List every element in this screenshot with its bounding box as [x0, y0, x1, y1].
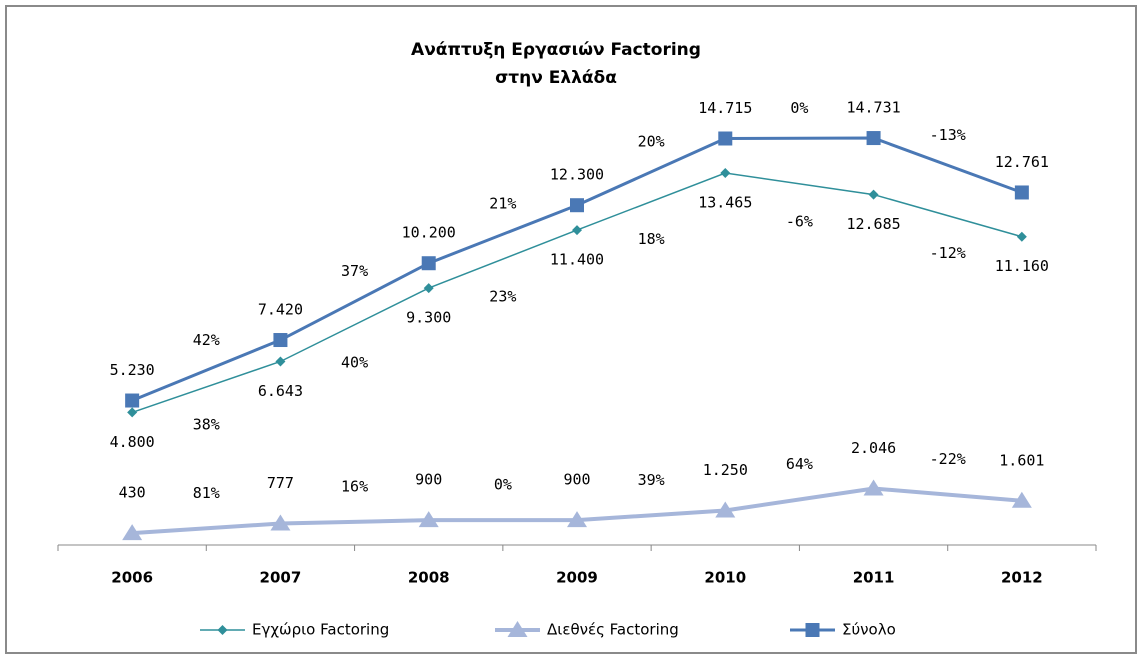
- data-label: 430: [119, 484, 146, 502]
- data-label: 1.601: [999, 451, 1044, 469]
- change-label: 81%: [193, 484, 220, 502]
- data-label: 900: [563, 471, 590, 489]
- data-point: [270, 514, 291, 531]
- change-label: 0%: [494, 476, 512, 494]
- data-label: 900: [415, 471, 442, 489]
- change-label: 18%: [638, 230, 665, 248]
- data-label: 5.230: [110, 361, 155, 379]
- chart-title: στην Ελλάδα: [495, 68, 617, 88]
- change-label: 16%: [341, 477, 368, 495]
- data-point: [1011, 491, 1032, 508]
- change-label: 42%: [193, 331, 220, 349]
- change-label: 39%: [638, 471, 665, 489]
- data-point: [418, 511, 439, 528]
- legend-label: Σύνολο: [842, 621, 896, 639]
- data-point: [421, 256, 436, 271]
- data-point: [1014, 185, 1029, 200]
- data-point: [863, 479, 884, 496]
- change-label: -13%: [930, 126, 966, 144]
- legend-marker: [217, 625, 228, 635]
- chart-frame: [5, 5, 1137, 654]
- data-label: 7.420: [258, 301, 303, 319]
- data-point: [567, 511, 587, 528]
- data-point: [127, 407, 138, 418]
- data-label: 12.300: [550, 166, 604, 184]
- data-label: 9.300: [406, 309, 451, 327]
- data-label: 12.685: [846, 215, 900, 233]
- data-point: [125, 393, 140, 408]
- data-label: 1.250: [703, 461, 748, 479]
- data-point: [718, 131, 733, 146]
- data-label: 11.400: [550, 251, 604, 269]
- x-tick-label: 2008: [408, 569, 450, 587]
- change-label: 20%: [638, 132, 665, 150]
- chart-title: Ανάπτυξη Εργασιών Factoring: [411, 40, 701, 60]
- data-label: 10.200: [402, 224, 456, 242]
- data-label: 14.731: [846, 99, 900, 117]
- data-point: [1016, 231, 1027, 242]
- legend-marker: [805, 623, 820, 637]
- x-tick-label: 2011: [853, 569, 895, 587]
- legend-label: Εγχώριο Factoring: [252, 621, 389, 639]
- change-label: 21%: [489, 195, 516, 213]
- data-point: [715, 501, 736, 518]
- change-label: -22%: [930, 450, 966, 468]
- x-tick-label: 2009: [556, 569, 598, 587]
- data-point: [423, 283, 434, 294]
- data-label: 6.643: [258, 382, 303, 400]
- data-point: [868, 189, 879, 200]
- change-label: 37%: [341, 262, 368, 280]
- data-point: [275, 356, 286, 367]
- change-label: 40%: [341, 353, 368, 371]
- change-label: -12%: [930, 244, 966, 262]
- data-point: [572, 225, 582, 236]
- legend-label: Διεθνές Factoring: [547, 621, 679, 639]
- x-tick-label: 2010: [704, 569, 746, 587]
- change-label: 64%: [786, 455, 813, 473]
- change-label: 0%: [790, 99, 808, 117]
- data-point: [570, 198, 584, 213]
- data-label: 11.160: [995, 257, 1049, 275]
- data-label: 2.046: [851, 439, 896, 457]
- data-label: 14.715: [698, 99, 752, 117]
- change-label: 23%: [489, 288, 516, 306]
- data-point: [122, 524, 143, 541]
- x-tick-label: 2007: [260, 569, 302, 587]
- data-point: [720, 168, 731, 179]
- data-label: 777: [267, 474, 294, 492]
- x-tick-label: 2006: [111, 569, 153, 587]
- data-label: 4.800: [110, 433, 155, 451]
- x-tick-label: 2012: [1001, 569, 1043, 587]
- change-label: 38%: [193, 415, 220, 433]
- data-point: [866, 131, 881, 146]
- data-label: 12.761: [995, 153, 1049, 171]
- change-label: -6%: [786, 212, 813, 230]
- data-point: [273, 333, 288, 348]
- legend-marker: [507, 621, 528, 637]
- data-label: 13.465: [698, 194, 752, 212]
